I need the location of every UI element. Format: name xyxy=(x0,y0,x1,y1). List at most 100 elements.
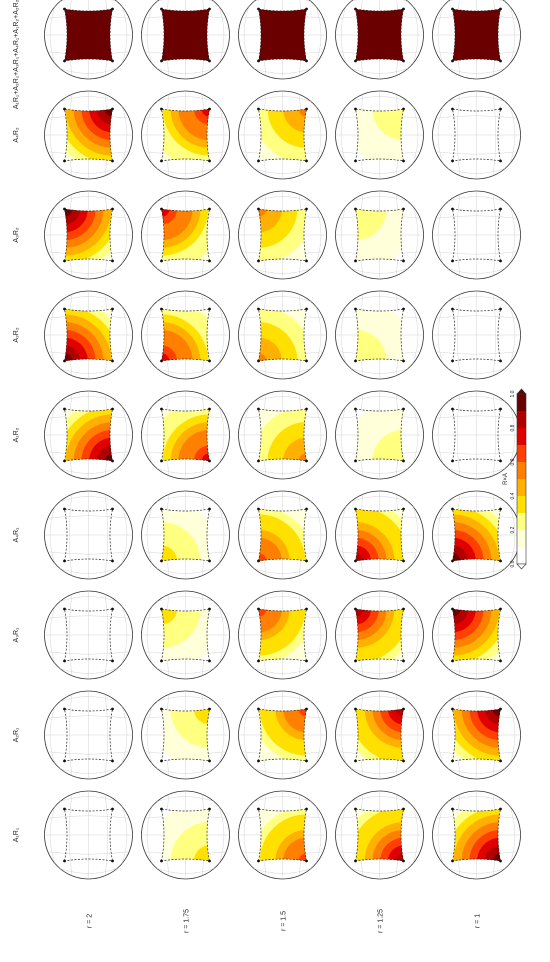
corner-marker xyxy=(63,360,66,363)
corner-marker xyxy=(160,508,163,511)
corner-marker xyxy=(257,760,260,763)
corner-marker xyxy=(354,460,357,463)
corner-marker xyxy=(63,860,66,863)
colorbar-segment xyxy=(517,513,526,530)
colorbar-segment xyxy=(517,428,526,445)
corner-marker xyxy=(451,608,454,611)
corner-marker xyxy=(160,760,163,763)
corner-marker xyxy=(305,60,308,63)
corner-marker xyxy=(63,608,66,611)
corner-marker xyxy=(63,308,66,311)
corner-marker xyxy=(451,560,454,563)
corner-marker xyxy=(111,360,114,363)
colorbar-segment xyxy=(517,462,526,479)
corner-marker xyxy=(257,460,260,463)
corner-marker xyxy=(305,560,308,563)
corner-marker xyxy=(499,708,502,711)
corner-marker xyxy=(354,8,357,11)
column-label: A₁R₁+A₂R₁+A₃R₁+A₄R₁+A₁R₂+A₂R₂+A₃R₂+A₄R₂ xyxy=(13,0,20,109)
corner-marker xyxy=(208,608,211,611)
corner-marker xyxy=(402,160,405,163)
corner-marker xyxy=(451,860,454,863)
corner-marker xyxy=(354,308,357,311)
corner-marker xyxy=(257,308,260,311)
corner-marker xyxy=(499,660,502,663)
corner-marker xyxy=(402,708,405,711)
corner-marker xyxy=(354,508,357,511)
diagram-cell xyxy=(336,0,424,79)
colorbar-tick-label: 0.6 xyxy=(510,458,516,465)
corner-marker xyxy=(402,560,405,563)
corner-marker xyxy=(305,660,308,663)
corner-marker xyxy=(354,208,357,211)
corner-marker xyxy=(111,308,114,311)
corner-marker xyxy=(160,360,163,363)
corner-marker xyxy=(257,408,260,411)
corner-marker xyxy=(499,808,502,811)
corner-marker xyxy=(257,60,260,63)
corner-marker xyxy=(63,660,66,663)
colorbar-min-arrow xyxy=(517,564,526,569)
corner-marker xyxy=(354,760,357,763)
diagram-cell xyxy=(433,91,521,179)
corner-marker xyxy=(305,108,308,111)
row-label: r = 1.5 xyxy=(281,911,288,931)
corner-marker xyxy=(160,60,163,63)
corner-marker xyxy=(305,308,308,311)
corner-marker xyxy=(160,808,163,811)
row-label: r = 2 xyxy=(87,914,94,928)
corner-marker xyxy=(499,160,502,163)
corner-marker xyxy=(160,708,163,711)
corner-marker xyxy=(208,360,211,363)
corner-marker xyxy=(111,408,114,411)
corner-marker xyxy=(499,760,502,763)
corner-marker xyxy=(111,8,114,11)
corner-marker xyxy=(208,8,211,11)
column-label: A₂R₁ xyxy=(13,727,20,742)
colorbar-tick-label: 0.8 xyxy=(510,424,516,431)
colorbar-tick-label: 0.4 xyxy=(510,492,516,499)
corner-marker xyxy=(402,460,405,463)
corner-marker xyxy=(63,260,66,263)
corner-marker xyxy=(208,160,211,163)
corner-marker xyxy=(111,108,114,111)
corner-marker xyxy=(305,808,308,811)
corner-marker xyxy=(257,808,260,811)
corner-marker xyxy=(63,408,66,411)
corner-marker xyxy=(208,308,211,311)
corner-marker xyxy=(402,208,405,211)
corner-marker xyxy=(451,760,454,763)
corner-marker xyxy=(160,108,163,111)
corner-marker xyxy=(305,160,308,163)
diagram-cell xyxy=(239,0,327,79)
colorbar-label: R×A xyxy=(503,473,509,485)
corner-marker xyxy=(63,60,66,63)
corner-marker xyxy=(257,8,260,11)
corner-marker xyxy=(499,460,502,463)
corner-marker xyxy=(111,60,114,63)
diagram-cell xyxy=(45,591,133,679)
corner-marker xyxy=(257,560,260,563)
corner-marker xyxy=(111,708,114,711)
corner-marker xyxy=(257,860,260,863)
corner-marker xyxy=(402,108,405,111)
diagram-cell xyxy=(433,291,521,379)
corner-marker xyxy=(257,708,260,711)
corner-marker xyxy=(451,108,454,111)
corner-marker xyxy=(499,8,502,11)
corner-marker xyxy=(305,508,308,511)
corner-marker xyxy=(63,508,66,511)
corner-marker xyxy=(208,708,211,711)
corner-marker xyxy=(354,108,357,111)
column-label: A₃R₂ xyxy=(13,227,20,243)
corner-marker xyxy=(208,508,211,511)
corner-marker xyxy=(451,260,454,263)
diagram-cell xyxy=(45,0,133,79)
corner-marker xyxy=(111,860,114,863)
corner-marker xyxy=(402,8,405,11)
colorbar-segment xyxy=(517,479,526,496)
colorbar-tick-label: 1.0 xyxy=(510,390,516,397)
